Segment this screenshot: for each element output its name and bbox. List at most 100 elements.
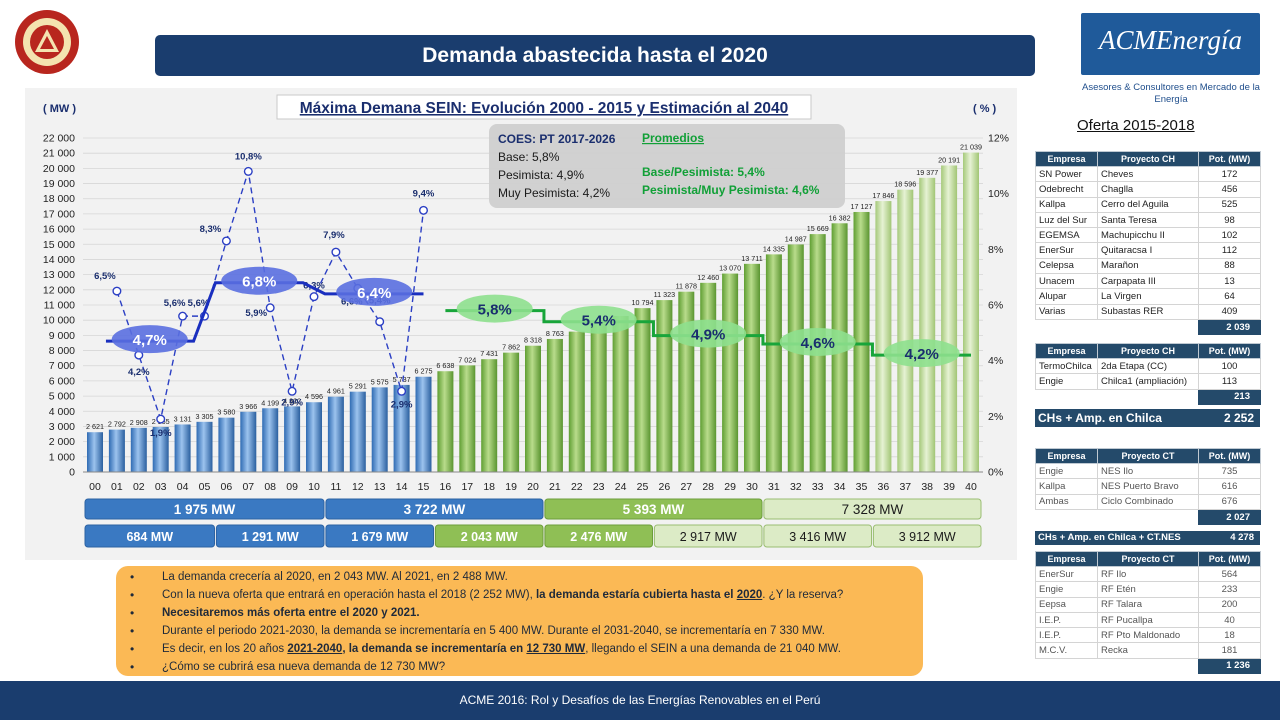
table-row: Engie RF Etén 233 [1035, 581, 1261, 598]
table-cell: Machupicchu II [1097, 227, 1199, 244]
growth-label: 5,6% [164, 298, 186, 309]
finding-item: Durante el periodo 2021-2030, la demanda… [130, 622, 913, 640]
table-cell: 172 [1198, 165, 1261, 183]
range-label: 1 975 MW [174, 502, 236, 517]
bar [240, 411, 257, 472]
y-tick-label: 5 000 [49, 391, 75, 403]
x-tick-label: 34 [834, 481, 846, 493]
bar [634, 308, 651, 472]
table-cell: 18 [1198, 627, 1261, 644]
range-label: 5 393 MW [623, 502, 685, 517]
bar-value-label: 15 669 [807, 224, 829, 233]
growth-point [331, 247, 341, 257]
bar-value-label: 5 737 [393, 375, 411, 384]
table-cell: NES Puerto Bravo [1097, 478, 1199, 495]
growth-label: 10,8% [235, 151, 262, 162]
bar [568, 331, 585, 472]
growth-point [419, 205, 429, 215]
x-tick-label: 37 [899, 481, 911, 493]
table-cell: Cheves [1097, 165, 1199, 183]
range-box [653, 524, 763, 548]
bar [371, 387, 388, 472]
sum-chilca-label: CHs + Amp. en Chilca [1038, 411, 1162, 425]
table-row: EGEMSA Machupicchu II 102 [1035, 227, 1261, 244]
average-label: 6,4% [357, 285, 391, 302]
range-label: 2 476 MW [570, 530, 627, 544]
bar [875, 201, 892, 472]
bar [722, 273, 739, 472]
table-row: Unacem Carpapata III 13 [1035, 273, 1261, 290]
column-header: Proyecto CT [1097, 551, 1199, 567]
range-label: 2 917 MW [680, 530, 737, 544]
table-cell: I.E.P. [1035, 627, 1098, 644]
x-tick-label: 00 [89, 481, 101, 493]
table-cell: RF Ilo [1097, 565, 1199, 583]
bar-value-label: 10 794 [632, 298, 654, 307]
y-tick-label: 16 000 [43, 224, 75, 236]
bar [130, 427, 147, 472]
y-tick-label: 21 000 [43, 148, 75, 160]
chart-title-box [276, 94, 812, 120]
x-tick-label: 06 [221, 481, 233, 493]
x-tick-label: 19 [505, 481, 517, 493]
range-box [84, 498, 325, 520]
bar [459, 365, 476, 472]
range-box [872, 524, 982, 548]
growth-point [375, 317, 385, 327]
x-tick-label: 32 [790, 481, 802, 493]
bar [919, 177, 936, 472]
bar-value-label: 3 305 [196, 412, 214, 421]
table-cell: Varias [1035, 303, 1098, 320]
table-total-row: 213 [1035, 388, 1261, 405]
x-tick-label: 16 [440, 481, 452, 493]
growth-label: 1,9% [150, 428, 172, 439]
table-row: Luz del Sur Santa Teresa 98 [1035, 211, 1261, 229]
y-axis-unit: ( MW ) [43, 103, 76, 115]
bar [152, 426, 169, 472]
table-row: I.E.P. RF Pto Maldonado 18 [1035, 627, 1261, 644]
bar [853, 211, 870, 472]
growth-label: 6,3% [303, 281, 325, 292]
bar-value-label: 12 460 [697, 273, 719, 282]
x-tick-label: 03 [155, 481, 167, 493]
finding-text: . ¿Y la reserva? [762, 589, 844, 601]
bar [525, 345, 541, 472]
table-cell: 233 [1198, 581, 1261, 598]
growth-label: 9,4% [413, 188, 435, 199]
column-header: Pot. (MW) [1198, 343, 1261, 359]
table-cell: 64 [1198, 288, 1261, 305]
average-ellipse [883, 339, 960, 368]
finding-text: Es decir, en los 20 años [162, 643, 288, 655]
x-tick-label: 09 [286, 481, 298, 493]
growth-point [221, 236, 231, 246]
range-box [544, 498, 763, 520]
table-cell: Engie [1035, 373, 1098, 390]
table-cell: RF Etén [1097, 581, 1199, 598]
y2-tick-label: 12% [988, 133, 1009, 145]
bar-value-label: 8 318 [524, 336, 542, 345]
x-tick-label: 40 [965, 481, 977, 493]
table-cell: La Virgen [1097, 288, 1199, 305]
x-tick-label: 08 [264, 481, 276, 493]
bar [415, 376, 432, 472]
table-cell: 13 [1198, 273, 1261, 290]
growth-label: 6,5% [94, 271, 116, 282]
bar-value-label: 6 638 [436, 361, 454, 370]
table-cell: 40 [1198, 611, 1261, 629]
bar [196, 421, 213, 472]
bar [306, 402, 322, 472]
findings-list: La demanda crecería al 2020, en 2 043 MW… [116, 566, 923, 676]
table-cell: Alupar [1035, 288, 1098, 305]
bar [612, 316, 629, 472]
table-cell: 112 [1198, 242, 1261, 259]
y-tick-label: 2 000 [49, 436, 75, 448]
bar [327, 396, 344, 472]
bar-value-label: 20 191 [938, 155, 960, 164]
bar-value-label: 8 763 [546, 329, 564, 338]
column-header: Pot. (MW) [1198, 151, 1261, 167]
x-tick-label: 27 [680, 481, 692, 493]
y2-tick-label: 4% [988, 355, 1003, 367]
y2-tick-label: 8% [988, 244, 1003, 256]
bar [590, 323, 607, 472]
